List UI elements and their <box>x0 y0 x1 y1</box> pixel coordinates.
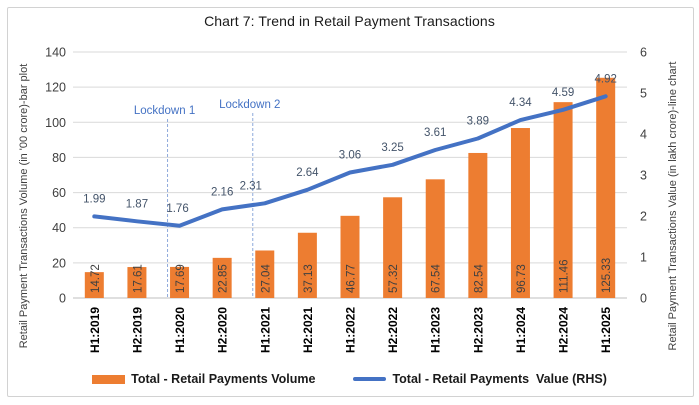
left-axis-tick: 60 <box>52 186 66 200</box>
left-axis-tick: 100 <box>45 116 66 130</box>
volume-bar <box>170 266 190 298</box>
bar-data-label: 22.85 <box>218 264 230 293</box>
bar-data-label: 57.32 <box>388 264 400 293</box>
x-axis-label: H1:2025 <box>599 307 613 353</box>
bar-data-label: 96.73 <box>516 264 528 293</box>
x-axis-label: H1:2020 <box>173 307 187 353</box>
line-data-label: 1.76 <box>166 203 188 215</box>
volume-bar <box>127 267 147 298</box>
x-axis-label: H1:2019 <box>88 307 102 353</box>
bar-data-label: 27.04 <box>260 264 272 293</box>
bar-data-label: 17.69 <box>175 264 187 293</box>
x-axis-label: H2:2023 <box>471 307 485 353</box>
left-axis-tick: 120 <box>45 81 66 95</box>
chart-border-frame <box>7 7 694 397</box>
x-axis-label: H2:2019 <box>130 307 144 353</box>
x-axis-label: H2:2020 <box>216 307 230 353</box>
volume-bar <box>596 77 616 298</box>
x-axis-label: H2:2022 <box>386 307 400 353</box>
value-series-swatch-icon <box>353 376 387 382</box>
right-axis-tick: 3 <box>640 169 647 183</box>
volume-series-swatch-icon <box>92 374 126 384</box>
volume-bar <box>297 232 317 298</box>
right-axis-tick: 2 <box>640 210 647 224</box>
lockdown-label: Lockdown 2 <box>219 99 280 111</box>
line-data-label: 3.06 <box>339 150 361 162</box>
line-data-label: 3.89 <box>467 116 489 128</box>
right-axis-tick: 1 <box>640 251 647 265</box>
line-data-label: 4.59 <box>552 87 574 99</box>
bar-data-label: 82.54 <box>473 264 485 293</box>
line-data-label: 3.25 <box>381 142 403 154</box>
x-axis-label: H1:2022 <box>344 307 358 353</box>
right-axis-tick: 6 <box>640 46 647 60</box>
legend-item-volume: Total - Retail Payments Volume <box>92 372 315 386</box>
legend-label-volume: Total - Retail Payments Volume <box>131 372 316 386</box>
volume-bar <box>510 128 530 298</box>
line-data-label: 3.61 <box>424 127 446 139</box>
volume-bar <box>425 179 445 298</box>
volume-bar <box>553 102 573 298</box>
bar-data-label: 67.54 <box>431 264 443 293</box>
x-axis-label: H2:2024 <box>557 307 571 353</box>
left-axis-tick: 20 <box>52 256 66 270</box>
lockdown-label: Lockdown 1 <box>134 105 195 117</box>
x-axis-label: H2:2021 <box>301 307 315 353</box>
line-data-label: 4.92 <box>594 73 616 85</box>
volume-bar <box>84 272 104 298</box>
bar-data-label: 17.61 <box>132 264 144 293</box>
line-data-label: 1.99 <box>83 193 105 205</box>
right-axis-tick: 0 <box>640 292 647 306</box>
bar-data-label: 125.33 <box>601 258 613 293</box>
volume-bar <box>255 250 275 298</box>
volume-bar <box>468 152 488 298</box>
x-axis-label: H1:2021 <box>258 307 272 353</box>
bar-data-label: 37.13 <box>303 264 315 293</box>
line-data-label: 2.16 <box>211 186 233 198</box>
left-axis-tick: 80 <box>52 151 66 165</box>
left-axis-tick: 140 <box>45 46 66 60</box>
legend-label-value: Total - Retail Payments Value (RHS) <box>392 372 607 386</box>
right-axis-tick: 5 <box>640 87 647 101</box>
value-line <box>92 94 608 228</box>
chart-title: Chart 7: Trend in Retail Payment Transac… <box>204 13 495 29</box>
legend-item-value: Total - Retail Payments Value (RHS) <box>353 372 607 386</box>
chart-legend: Total - Retail Payments Volume Total - R… <box>0 369 699 389</box>
line-data-label: 1.87 <box>126 198 148 210</box>
bar-data-label: 46.77 <box>346 264 358 293</box>
volume-bar <box>383 197 403 298</box>
line-data-label: 2.31 <box>240 180 262 192</box>
left-axis-tick: 0 <box>59 292 66 306</box>
x-axis-label: H1:2024 <box>514 307 528 353</box>
line-data-label: 4.34 <box>509 97 532 109</box>
volume-bar <box>212 257 232 298</box>
right-axis-tick: 4 <box>640 128 647 142</box>
line-data-label: 2.64 <box>296 167 319 179</box>
bar-data-label: 14.72 <box>90 264 102 293</box>
left-axis-tick: 40 <box>52 221 66 235</box>
x-axis-label: H1:2023 <box>429 307 443 353</box>
bar-data-label: 111.46 <box>559 260 571 293</box>
volume-bar <box>340 215 360 298</box>
